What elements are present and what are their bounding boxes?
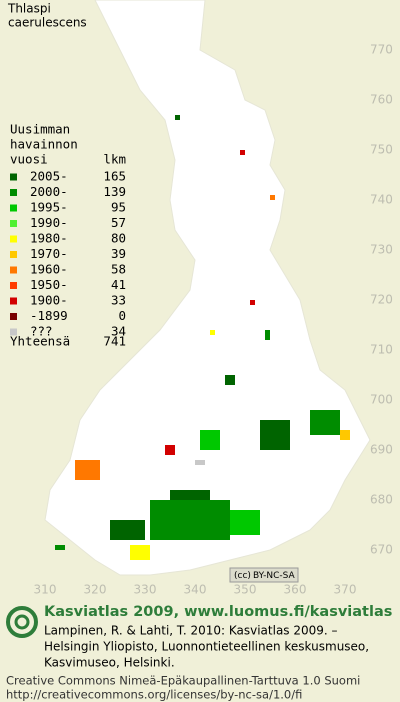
legend-swatch bbox=[10, 313, 17, 320]
cc-badge-text: BY-NC-SA bbox=[253, 571, 296, 581]
legend-label: 1995- bbox=[30, 200, 68, 215]
legend-label: 2000- bbox=[30, 184, 68, 199]
y-tick-label: 670 bbox=[370, 543, 393, 557]
y-tick-label: 740 bbox=[370, 193, 393, 207]
brand: Kasviatlas 2009, www.luomus.fi/kasviatla… bbox=[44, 604, 392, 620]
x-tick-label: 320 bbox=[84, 583, 107, 597]
finland-outline bbox=[44, 0, 371, 576]
legend-label: 1970- bbox=[30, 246, 68, 261]
y-tick-label: 700 bbox=[370, 393, 393, 407]
legend-header: vuosi bbox=[10, 152, 48, 167]
legend-label: 1980- bbox=[30, 231, 68, 246]
cc-badge bbox=[229, 567, 299, 583]
title: caerulescens bbox=[8, 16, 87, 30]
legend-label: 2005- bbox=[30, 169, 68, 184]
x-tick-label: 340 bbox=[184, 583, 207, 597]
x-tick-label: 360 bbox=[284, 583, 307, 597]
legend-count: 58 bbox=[111, 262, 126, 277]
legend-label: 1960- bbox=[30, 262, 68, 277]
y-tick-label: 730 bbox=[370, 243, 393, 257]
legend-count: 139 bbox=[103, 184, 126, 199]
legend-count: 33 bbox=[111, 293, 126, 308]
cc-mark: (cc) bbox=[234, 571, 251, 581]
legend-label: 1900- bbox=[30, 293, 68, 308]
license: http://creativecommons.org/licenses/by-n… bbox=[6, 688, 302, 702]
legend-label: 1950- bbox=[30, 277, 68, 292]
total-label: Yhteensä bbox=[10, 334, 70, 349]
legend-label: 1990- bbox=[30, 215, 68, 230]
occurrence-squares bbox=[55, 115, 350, 560]
legend-swatch bbox=[10, 189, 17, 196]
legend-swatch bbox=[10, 282, 17, 289]
y-tick-label: 710 bbox=[370, 343, 393, 357]
title: Thlaspi bbox=[7, 2, 51, 16]
legend-swatch bbox=[10, 266, 17, 274]
x-tick-label: 330 bbox=[134, 583, 157, 597]
logo bbox=[6, 606, 38, 638]
y-tick-label: 770 bbox=[370, 43, 393, 57]
legend-header: Uusimman bbox=[10, 122, 70, 137]
y-tick-label: 720 bbox=[370, 293, 393, 307]
legend-swatch bbox=[10, 235, 17, 243]
citation: Kasvimuseo, Helsinki. bbox=[44, 656, 175, 670]
legend-count: 39 bbox=[111, 246, 126, 261]
legend-count: 34 bbox=[111, 324, 126, 339]
legend-swatch bbox=[10, 251, 17, 258]
legend-header: havainnon bbox=[10, 137, 78, 152]
legend-swatch bbox=[10, 204, 17, 212]
y-tick-label: 750 bbox=[370, 143, 393, 157]
legend-count: 57 bbox=[111, 215, 126, 230]
y-tick-label: 690 bbox=[370, 443, 393, 457]
legend-label: -1899 bbox=[30, 308, 68, 323]
logo-inner bbox=[14, 614, 30, 630]
y-tick-label: 680 bbox=[370, 493, 393, 507]
legend-swatch bbox=[10, 173, 17, 181]
legend-swatch bbox=[10, 328, 17, 336]
legend-swatch bbox=[10, 297, 17, 305]
legend-count: 0 bbox=[118, 308, 126, 323]
citation: Lampinen, R. & Lahti, T. 2010: Kasviatla… bbox=[44, 624, 338, 638]
legend-count: 80 bbox=[111, 231, 126, 246]
legend-count-header: lkm bbox=[103, 152, 126, 167]
legend-count: 41 bbox=[111, 277, 126, 292]
license: Creative Commons Nimeä-Epäkaupallinen-Ta… bbox=[6, 674, 360, 688]
x-tick-label: 350 bbox=[234, 583, 257, 597]
legend-swatch bbox=[10, 220, 17, 227]
y-tick-label: 760 bbox=[370, 93, 393, 107]
x-tick-label: 370 bbox=[334, 583, 357, 597]
legend-count: 165 bbox=[103, 169, 126, 184]
legend-count: 95 bbox=[111, 200, 126, 215]
total-count: 741 bbox=[103, 334, 126, 349]
x-tick-label: 310 bbox=[34, 583, 57, 597]
legend-label: ??? bbox=[30, 324, 53, 339]
citation: Helsingin Yliopisto, Luonnontieteellinen… bbox=[44, 640, 369, 654]
